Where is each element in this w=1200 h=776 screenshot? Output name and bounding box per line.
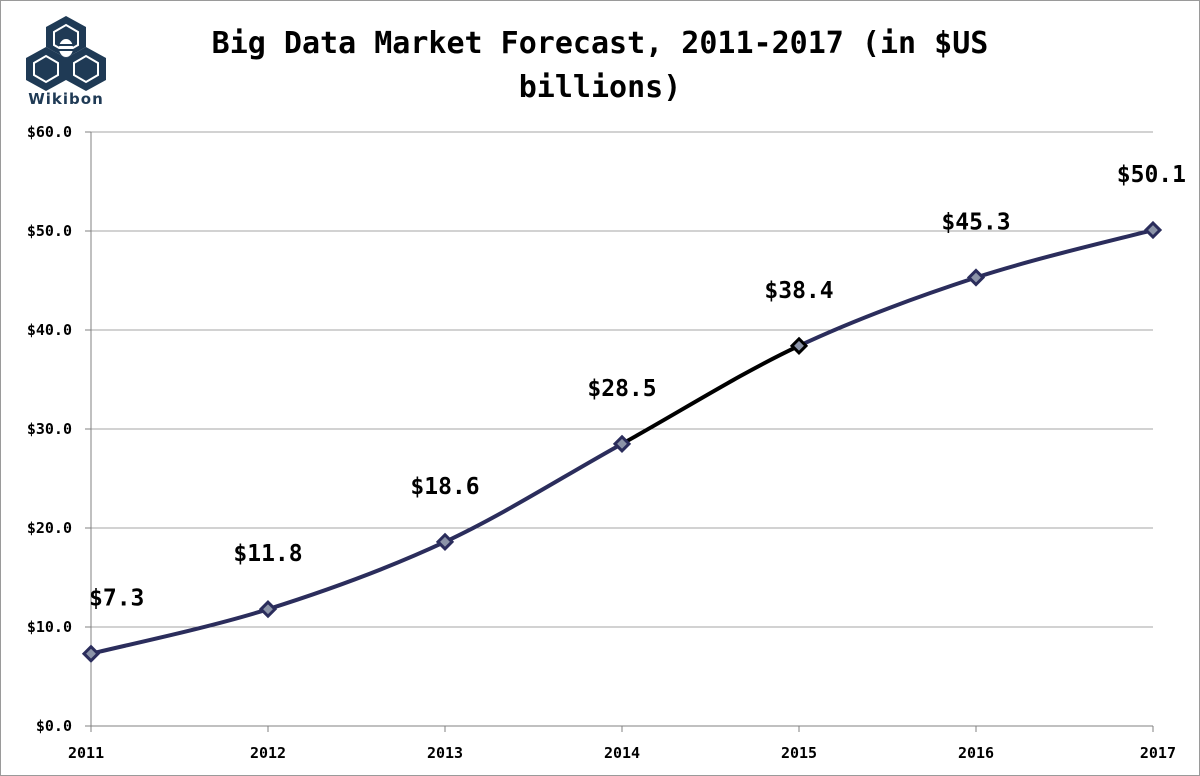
data-label: $11.8 (233, 541, 302, 567)
x-tick-label: 2017 (1140, 744, 1176, 762)
logo-text: Wikibon (28, 90, 104, 108)
data-points (81, 220, 1163, 663)
x-tick-label: 2015 (781, 744, 817, 762)
x-tick-label: 2014 (604, 744, 640, 762)
data-point-marker (966, 268, 986, 287)
chart-title: Big Data Market Forecast, 2011-2017 (in … (150, 22, 1050, 110)
data-label: $28.5 (587, 376, 656, 402)
data-label: $38.4 (764, 278, 833, 304)
data-labels: $7.3 $11.8 $18.6 $28.5 $38.4 $45.3 $50.1 (89, 162, 1186, 612)
axes (85, 131, 1154, 732)
data-label: $7.3 (89, 586, 144, 612)
wikibon-logo: Wikibon (20, 12, 112, 108)
data-label: $50.1 (1117, 162, 1186, 188)
series-line-segment (620, 343, 801, 446)
chart-title-line-2: billions) (518, 70, 682, 105)
x-tick-label: 2011 (68, 744, 104, 762)
data-point-marker (435, 532, 455, 551)
data-point-marker (258, 600, 278, 619)
series-line-segment (797, 275, 978, 348)
x-tick-label: 2013 (427, 744, 463, 762)
y-tick-label: $50.0 (27, 222, 72, 240)
series-line-segment (443, 441, 624, 544)
y-tick-label: $30.0 (27, 420, 72, 438)
series-line (89, 228, 1155, 656)
series-line-segment (974, 228, 1155, 280)
x-tick-label: 2012 (250, 744, 286, 762)
gridlines (91, 131, 1153, 628)
data-point-marker (81, 644, 101, 663)
data-point-marker (789, 336, 809, 355)
series-line-segment (266, 539, 447, 612)
wikibon-logo-icon (26, 16, 106, 91)
y-tick-label: $0.0 (36, 717, 72, 735)
y-tick-label: $40.0 (27, 321, 72, 339)
x-tick-label: 2016 (958, 744, 994, 762)
chart-title-line-1: Big Data Market Forecast, 2011-2017 (in … (211, 26, 989, 61)
data-point-marker (612, 434, 632, 453)
y-tick-label: $60.0 (27, 123, 72, 141)
x-axis-ticks: 2011 2012 2013 2014 2015 2016 2017 (68, 744, 1176, 762)
data-label: $18.6 (410, 474, 479, 500)
data-point-marker (1143, 220, 1163, 240)
y-tick-label: $20.0 (27, 519, 72, 537)
series-line-segment (89, 607, 270, 656)
y-tick-label: $10.0 (27, 618, 72, 636)
data-label: $45.3 (941, 210, 1010, 236)
y-axis-ticks: $0.0 $10.0 $20.0 $30.0 $40.0 $50.0 $60.0 (27, 123, 72, 735)
